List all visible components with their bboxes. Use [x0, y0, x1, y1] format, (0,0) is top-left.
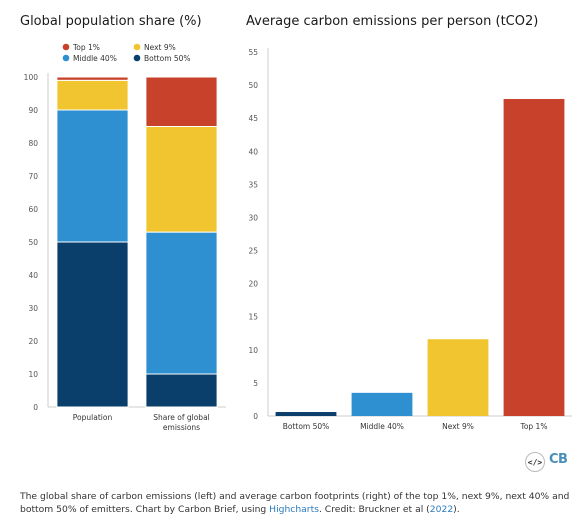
caption-text-3: ).	[453, 504, 460, 516]
right-y-tick-label: 10	[248, 346, 258, 355]
right-x-category-label: Top 1%	[520, 422, 548, 431]
left-x-category-label: emissions	[163, 423, 200, 432]
source-year-link[interactable]: 2022	[429, 504, 454, 516]
bar	[275, 412, 337, 416]
legend-marker	[133, 43, 141, 51]
right-y-tick-label: 30	[248, 213, 258, 222]
left-chart-title: Global population share (%)	[20, 14, 202, 29]
left-y-tick-label: 20	[28, 337, 38, 346]
right-y-tick-label: 55	[248, 48, 258, 57]
right-y-tick-label: 35	[248, 180, 258, 189]
left-y-tick-label: 30	[28, 304, 38, 313]
legend-label: Next 9%	[144, 43, 176, 52]
stacked-bar-segment	[56, 241, 129, 408]
right-y-tick-label: 0	[253, 412, 258, 421]
right-x-category-label: Next 9%	[442, 422, 474, 431]
right-x-category-label: Middle 40%	[360, 422, 404, 431]
stacked-bar-segment	[145, 126, 218, 233]
chart-caption: The global share of carbon emissions (le…	[20, 490, 570, 517]
legend-label: Middle 40%	[73, 54, 117, 63]
left-y-tick-label: 10	[28, 370, 38, 379]
caption-text-1: The global share of carbon emissions (le…	[20, 491, 570, 516]
carbon-brief-logo: CB	[549, 452, 568, 467]
right-chart-title: Average carbon emissions per person (tCO…	[246, 14, 539, 29]
bar	[503, 98, 565, 417]
left-x-category-label: Population	[73, 413, 113, 422]
bar	[351, 392, 413, 416]
legend-marker	[62, 54, 70, 62]
stacked-bar-segment	[56, 79, 129, 111]
left-y-tick-label: 50	[28, 238, 38, 247]
right-y-tick-label: 45	[248, 114, 258, 123]
right-y-tick-label: 50	[248, 81, 258, 90]
stacked-bar-segment	[145, 373, 218, 408]
right-y-tick-label: 20	[248, 280, 258, 289]
left-y-tick-label: 90	[28, 106, 38, 115]
stacked-bar-segment	[145, 76, 218, 127]
left-y-tick-label: 80	[28, 139, 38, 148]
bar	[427, 339, 489, 416]
embed-code-icon[interactable]: </>	[525, 452, 545, 472]
legend-marker	[62, 43, 70, 51]
left-y-tick-label: 40	[28, 271, 38, 280]
right-x-category-label: Bottom 50%	[283, 422, 330, 431]
legend-label: Top 1%	[72, 43, 100, 52]
right-y-tick-label: 40	[248, 147, 258, 156]
left-x-category-label: Share of global	[153, 413, 210, 422]
stacked-bar-segment	[56, 109, 129, 243]
right-y-tick-label: 5	[253, 379, 258, 388]
caption-text-2: . Credit: Bruckner et al (	[318, 504, 430, 516]
left-y-tick-label: 0	[33, 403, 38, 412]
left-y-tick-label: 70	[28, 172, 38, 181]
stacked-bar-segment	[56, 76, 129, 81]
highcharts-link[interactable]: Highcharts	[269, 504, 319, 516]
stacked-bar-segment	[145, 231, 218, 375]
left-y-tick-label: 100	[24, 73, 39, 82]
right-y-tick-label: 15	[248, 313, 258, 322]
legend-marker	[133, 54, 141, 62]
left-y-tick-label: 60	[28, 205, 38, 214]
right-y-tick-label: 25	[248, 247, 258, 256]
legend-label: Bottom 50%	[144, 54, 191, 63]
